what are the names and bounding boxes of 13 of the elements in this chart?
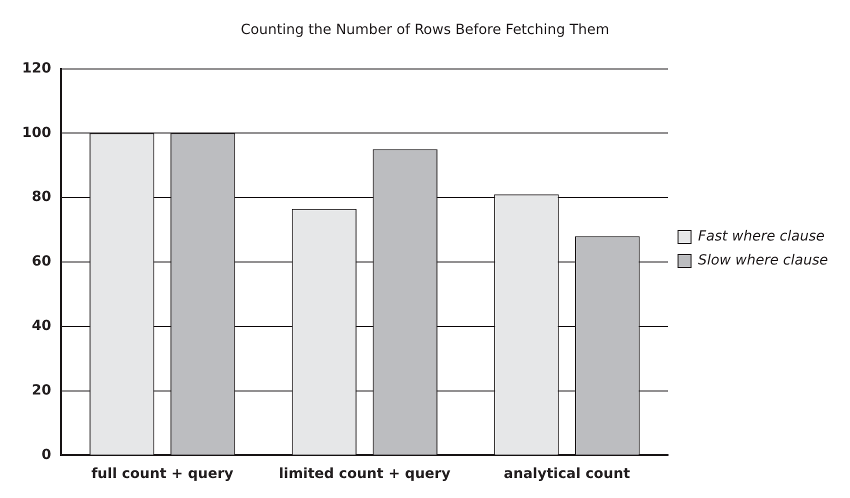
x-tick-label: analytical count [504,466,630,482]
y-tick-label: 80 [32,189,52,206]
y-tick-label: 60 [32,254,52,270]
y-tick-label: 20 [32,382,52,398]
y-tick-label: 0 [41,446,52,463]
y-tick-label: 120 [22,60,52,76]
y-tick-label: 40 [32,318,52,334]
y-tick-label: 100 [22,124,52,141]
x-tick-label: full count + query [91,466,234,482]
legend-label: Slow where clause [698,252,828,269]
legend-label: Fast where clause [698,228,825,245]
x-tick-label: limited count + query [278,466,450,482]
chart-title: Counting the Number of Rows Before Fetching Them [240,22,610,38]
